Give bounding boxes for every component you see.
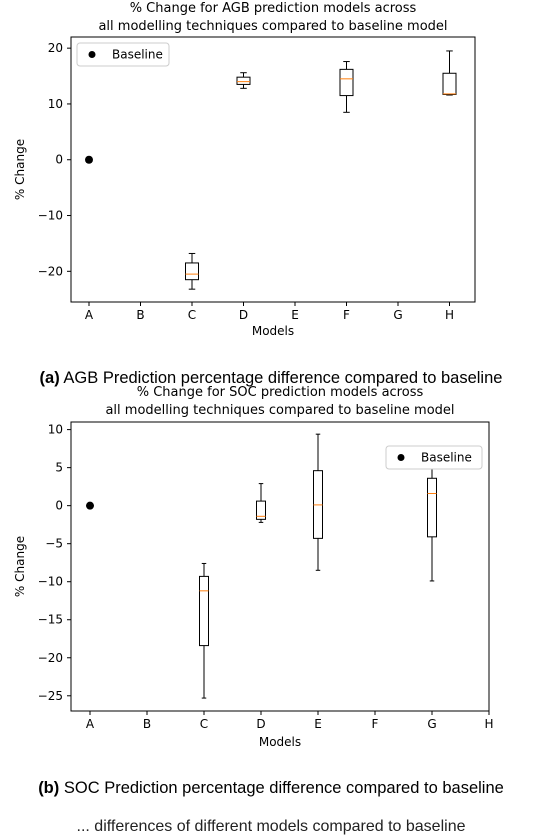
p1-xtick-label: E [291,308,299,322]
p1-ytick-label: 10 [48,97,63,111]
p2-title-line2: all modelling techniques compared to bas… [105,403,454,418]
p1-xtick-label: H [445,308,454,322]
p2-xtick-label: H [484,717,493,731]
caption-b: (b) SOC Prediction percentage difference… [0,779,542,798]
box-body [442,72,457,95]
p2-ytick-label: 5 [55,461,63,475]
p1-axes-frame [70,36,476,303]
p2-xtick-label: G [427,717,436,731]
p2-ytick-label: 10 [48,423,63,437]
p2-ytick-label: −25 [38,689,63,703]
p1-ytick-label: 0 [55,153,63,167]
p2-xtick-label: D [256,717,265,731]
p1-xtick-label: D [239,308,248,322]
caption-b-text: SOC Prediction percentage difference com… [59,779,504,797]
p1-xtick-label: F [343,308,350,322]
p2-box-G [427,461,437,582]
p1-x-axis-label: Models [252,324,294,338]
p2-ytick-label: −15 [38,613,63,627]
p2-ytick-label: −5 [45,537,63,551]
p1-legend-label: Baseline [112,48,163,62]
p2-xtick-label: B [143,717,151,731]
p1-ytick-label: 20 [48,41,63,55]
box-body [199,575,209,647]
caption-a-text: AGB Prediction percentage difference com… [59,369,503,387]
p1-box-D [236,72,251,89]
box-body [185,262,199,281]
caption-a-label: (a) [39,369,60,387]
p1-legend-marker [88,51,96,58]
p2-xtick-label: A [86,717,95,731]
p2-legend-label: Baseline [421,451,472,465]
p1-xtick-label: B [136,308,144,322]
p2-legend-marker [397,454,405,461]
p1-title-line1: % Change for AGB prediction models acros… [130,1,417,16]
p2-x-axis-label: Models [259,735,301,749]
p1-title-line2: all modelling techniques compared to bas… [98,19,447,34]
p1-xtick-label: G [393,308,402,322]
figure-footer-text: ... differences of different models comp… [76,818,466,835]
box-body [236,76,251,85]
p2-ytick-label: −20 [38,651,63,665]
p1-box-C [185,252,199,290]
p1-box-F [339,61,354,113]
caption-a: (a) AGB Prediction percentage difference… [0,369,542,388]
p1-box-H [442,50,457,96]
p2-box-E [313,433,323,571]
p2-y-axis-label: % Change [13,536,27,597]
p2-box-D [256,483,266,523]
p2-box-C [199,562,209,699]
p2-ytick-label: −10 [38,575,63,589]
p2-baseline-point [86,501,94,510]
p1-legend-box [76,42,170,67]
p2-title-line1: % Change for SOC prediction models acros… [137,385,424,400]
p2-xtick-label: C [200,717,208,731]
caption-b-label: (b) [38,779,60,797]
p2-xtick-label: F [372,717,379,731]
box-body [427,477,437,538]
box-body [256,500,266,520]
p2-ytick-label: 0 [55,499,63,513]
p2-axes-frame [70,421,490,712]
p1-ytick-label: −20 [38,264,63,278]
p1-baseline-point [85,155,93,164]
box-body [339,68,354,97]
p1-xtick-label: C [188,308,196,322]
p2-legend-box [385,445,483,470]
p1-xtick-label: A [85,308,94,322]
p1-y-axis-label: % Change [13,139,27,200]
p1-ytick-label: −10 [38,209,63,223]
p2-xtick-label: E [314,717,322,731]
